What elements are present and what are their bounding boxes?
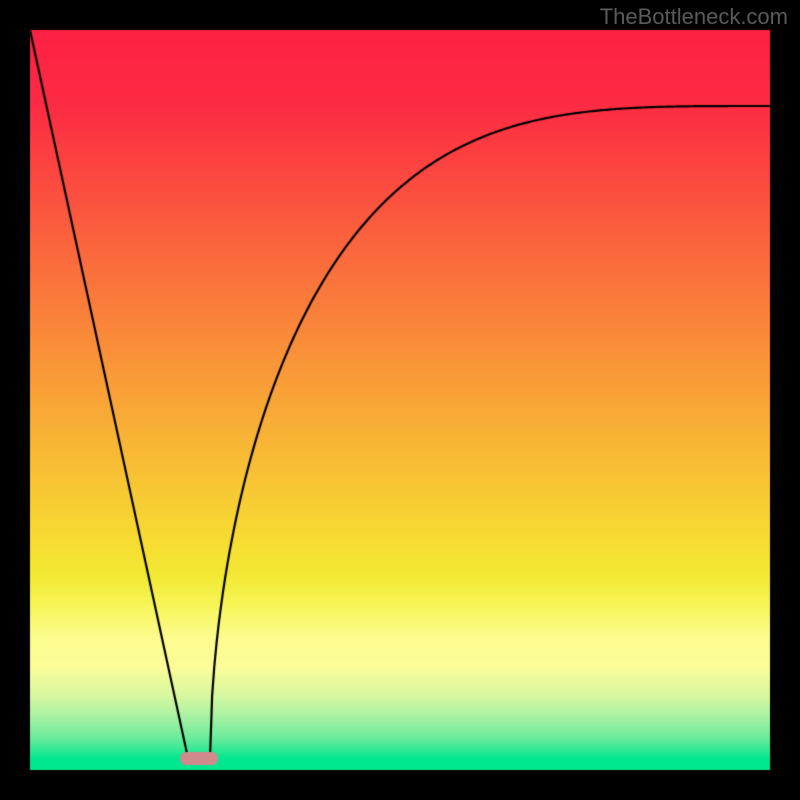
bottleneck-chart: TheBottleneck.com xyxy=(0,0,800,800)
bottleneck-curve xyxy=(0,0,800,800)
